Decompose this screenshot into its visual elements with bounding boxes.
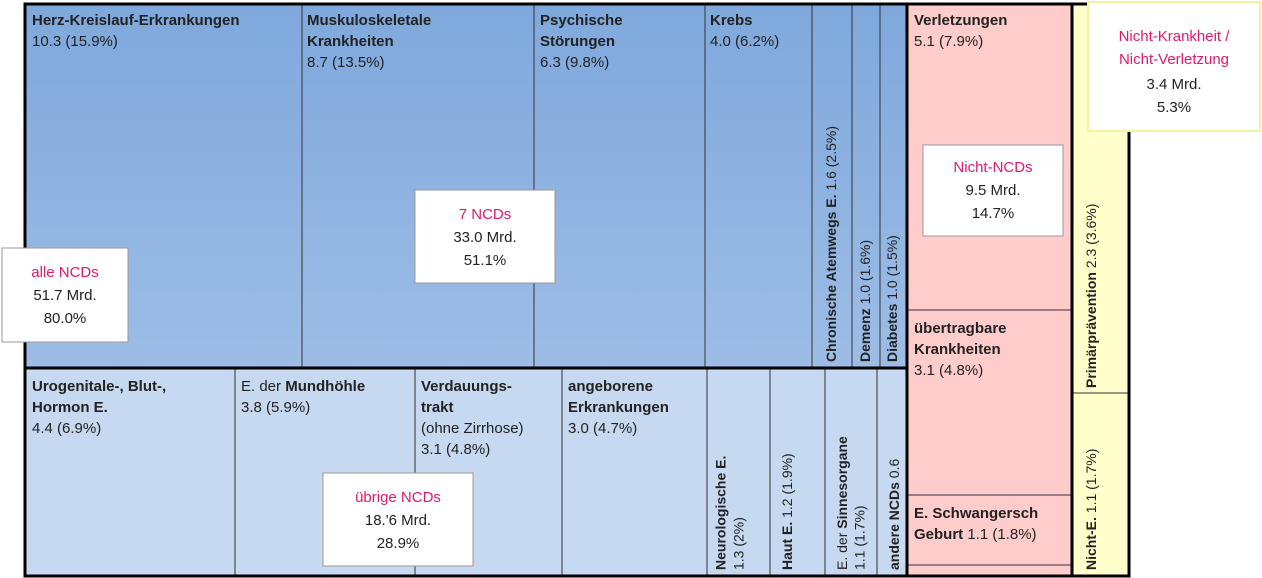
cell-value: 1.0 (1.6%) <box>857 240 873 305</box>
group-label: Nicht-Krankheit / <box>1119 28 1231 45</box>
cell-name: übertragbare <box>914 320 1007 337</box>
group-box <box>322 472 474 567</box>
cells <box>25 4 1129 576</box>
cell-name: Erkrankungen <box>568 399 669 416</box>
cell-value: 1.1 (1.8%) <box>967 526 1036 543</box>
cell-labels: Herz-Kreislauf-Erkrankungen 10.3 (15.9%)… <box>32 12 1099 570</box>
cell-label: E. der Sinnesorgane <box>834 436 850 570</box>
cell-value: 5.1 (7.9%) <box>914 33 983 50</box>
cell-name: Herz-Kreislauf-Erkrankungen <box>32 12 240 29</box>
pink-area <box>907 4 1072 576</box>
cell-value: 4.0 (6.2%) <box>710 33 779 50</box>
cell-name: Hormon E. <box>32 399 108 416</box>
cell-label: Chronische Atemwegs E. 1.6 (2.5%) <box>823 126 839 362</box>
group-label: alle NCDs <box>31 264 99 281</box>
cell-name: Diabetes <box>884 303 900 362</box>
cell-name: angeborene <box>568 378 653 395</box>
cell-name: trakt <box>421 399 454 416</box>
cell-value: 3.1 (4.8%) <box>421 441 490 458</box>
cell-value: 0.6 <box>886 459 902 479</box>
cell-label: Nicht-E. 1.1 (1.7%) <box>1083 449 1099 570</box>
cell-name: Muskuloskeletale <box>307 12 431 29</box>
cell-name: Chronische Atemwegs E. <box>823 194 839 362</box>
group-boxes: alle NCDs 51.7 Mrd. 80.0% 7 NCDs 33.0 Mr… <box>1 1 1261 567</box>
cell-name: Primärprävention <box>1083 272 1099 388</box>
cell-name: Demenz <box>857 308 873 362</box>
group-amount: 3.4 Mrd. <box>1146 76 1201 93</box>
cell-value: 1.6 (2.5%) <box>823 126 839 191</box>
group-box <box>1 247 129 343</box>
cell-name: Geburt <box>914 526 963 543</box>
borders <box>23 2 1131 578</box>
cell-prefix: E. der <box>241 378 281 395</box>
cell-label: andere NCDs 0.6 <box>886 459 902 570</box>
group-share: 51.1% <box>464 252 507 269</box>
group-share: 80.0% <box>44 310 87 327</box>
cell-value: 3.0 (4.7%) <box>568 420 637 437</box>
cell-value: 10.3 (15.9%) <box>32 33 118 50</box>
cell-value: 1.1 (1.7%) <box>852 505 868 570</box>
cell-label: Haut E. 1.2 (1.9%) <box>779 453 795 570</box>
cell-name: Psychische <box>540 12 623 29</box>
cell-name: Urogenitale-, Blut-, <box>32 378 166 395</box>
group-amount: 33.0 Mrd. <box>453 229 516 246</box>
cell-label: Geburt 1.1 (1.8%) <box>914 526 1037 543</box>
cell-name: Störungen <box>540 33 615 50</box>
cell-value: 2.3 (3.6%) <box>1083 204 1099 269</box>
cell-value: 1.1 (1.7%) <box>1083 449 1099 514</box>
cell-name: Krebs <box>710 12 753 29</box>
cell-name: Krankheiten <box>307 33 394 50</box>
cell-label: Demenz 1.0 (1.6%) <box>857 240 873 362</box>
group-amount: 51.7 Mrd. <box>33 287 96 304</box>
cell-value: 1.0 (1.5%) <box>884 235 900 300</box>
cell-label: E. der Mundhöhle <box>241 378 365 395</box>
group-amount: 9.5 Mrd. <box>965 182 1020 199</box>
cell-value: 6.3 (9.8%) <box>540 54 609 71</box>
cell-prefix: E. der <box>834 532 850 570</box>
cell-name: Verdauungs- <box>421 378 512 395</box>
cell-value: 4.4 (6.9%) <box>32 420 101 437</box>
top-area <box>25 4 907 369</box>
group-amount: 18.'6 Mrd. <box>365 512 431 529</box>
cell-name: Krankheiten <box>914 341 1001 358</box>
cell-name: Mundhöhle <box>285 378 365 395</box>
cell-name: andere NCDs <box>886 482 902 570</box>
cell-value: 3.8 (5.9%) <box>241 399 310 416</box>
cell-value: 3.1 (4.8%) <box>914 362 983 379</box>
cell-name: Neurologische E. <box>713 456 729 570</box>
cell-value: 1.2 (1.9%) <box>779 453 795 518</box>
group-box <box>414 189 556 284</box>
cell-label: Diabetes 1.0 (1.5%) <box>884 235 900 362</box>
cell-value: 1.3 (2%) <box>731 517 747 570</box>
cell-name: E. Schwangersch <box>914 505 1038 522</box>
group-share: 28.9% <box>377 535 420 552</box>
group-box <box>1087 1 1261 132</box>
group-share: 14.7% <box>972 205 1015 222</box>
cell-name: Verletzungen <box>914 12 1007 29</box>
cell-name: Haut E. <box>779 522 795 570</box>
cell-name: Nicht-E. <box>1083 517 1099 570</box>
cell-label: Primärprävention 2.3 (3.6%) <box>1083 204 1099 388</box>
group-label: Nicht-Verletzung <box>1119 51 1229 68</box>
group-label: Nicht-NCDs <box>953 159 1032 176</box>
cell-note: (ohne Zirrhose) <box>421 420 524 437</box>
group-label: übrige NCDs <box>355 489 441 506</box>
group-box <box>922 144 1064 237</box>
cell-name: Sinnesorgane <box>834 436 850 529</box>
cell-value: 8.7 (13.5%) <box>307 54 385 71</box>
group-label: 7 NCDs <box>459 206 512 223</box>
group-share: 5.3% <box>1157 99 1191 116</box>
